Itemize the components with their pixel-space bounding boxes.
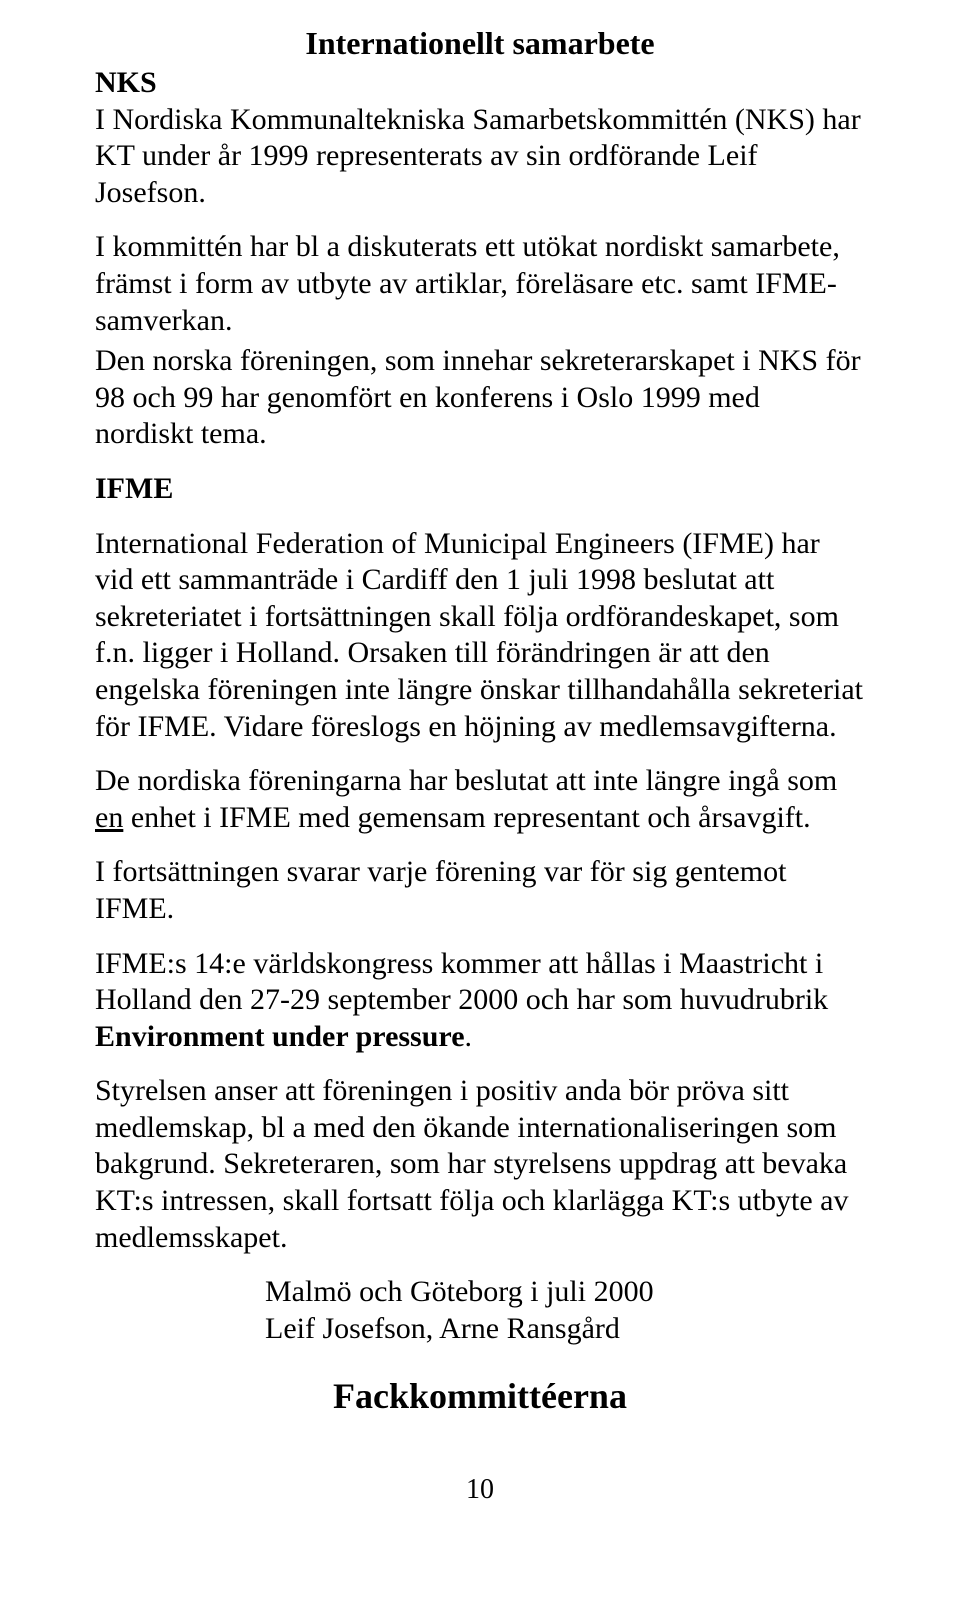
underlined-text: en xyxy=(95,801,123,834)
nks-heading: NKS xyxy=(95,65,865,102)
text-run: De nordiska föreningarna har beslutat at… xyxy=(95,764,837,797)
nks-paragraph-1: I Nordiska Kommunaltekniska Samarbetskom… xyxy=(95,102,865,212)
ifme-paragraph-1: International Federation of Municipal En… xyxy=(95,526,865,746)
bold-text: Environment under pressure xyxy=(95,1020,465,1053)
committees-heading: Fackkommittéerna xyxy=(95,1375,865,1419)
ifme-heading: IFME xyxy=(95,471,865,508)
nks-paragraph-3: Den norska föreningen, som innehar sekre… xyxy=(95,343,865,453)
closing-line-1: Malmö och Göteborg i juli 2000 xyxy=(265,1274,865,1311)
ifme-paragraph-2: De nordiska föreningarna har beslutat at… xyxy=(95,763,865,836)
closing-block: Malmö och Göteborg i juli 2000 Leif Jose… xyxy=(265,1274,865,1347)
document-page: Internationellt samarbete NKS I Nordiska… xyxy=(0,0,960,1613)
closing-line-2: Leif Josefson, Arne Ransgård xyxy=(265,1311,865,1348)
ifme-paragraph-3: I fortsättningen svarar varje förening v… xyxy=(95,854,865,927)
page-number: 10 xyxy=(95,1473,865,1507)
text-run: IFME:s 14:e världskongress kommer att hå… xyxy=(95,947,828,1017)
ifme-paragraph-5: Styrelsen anser att föreningen i positiv… xyxy=(95,1073,865,1256)
nks-paragraph-2: I kommittén har bl a diskuterats ett utö… xyxy=(95,229,865,339)
ifme-paragraph-4: IFME:s 14:e världskongress kommer att hå… xyxy=(95,946,865,1056)
text-run: enhet i IFME med gemensam representant o… xyxy=(123,801,810,834)
page-title: Internationellt samarbete xyxy=(95,24,865,63)
